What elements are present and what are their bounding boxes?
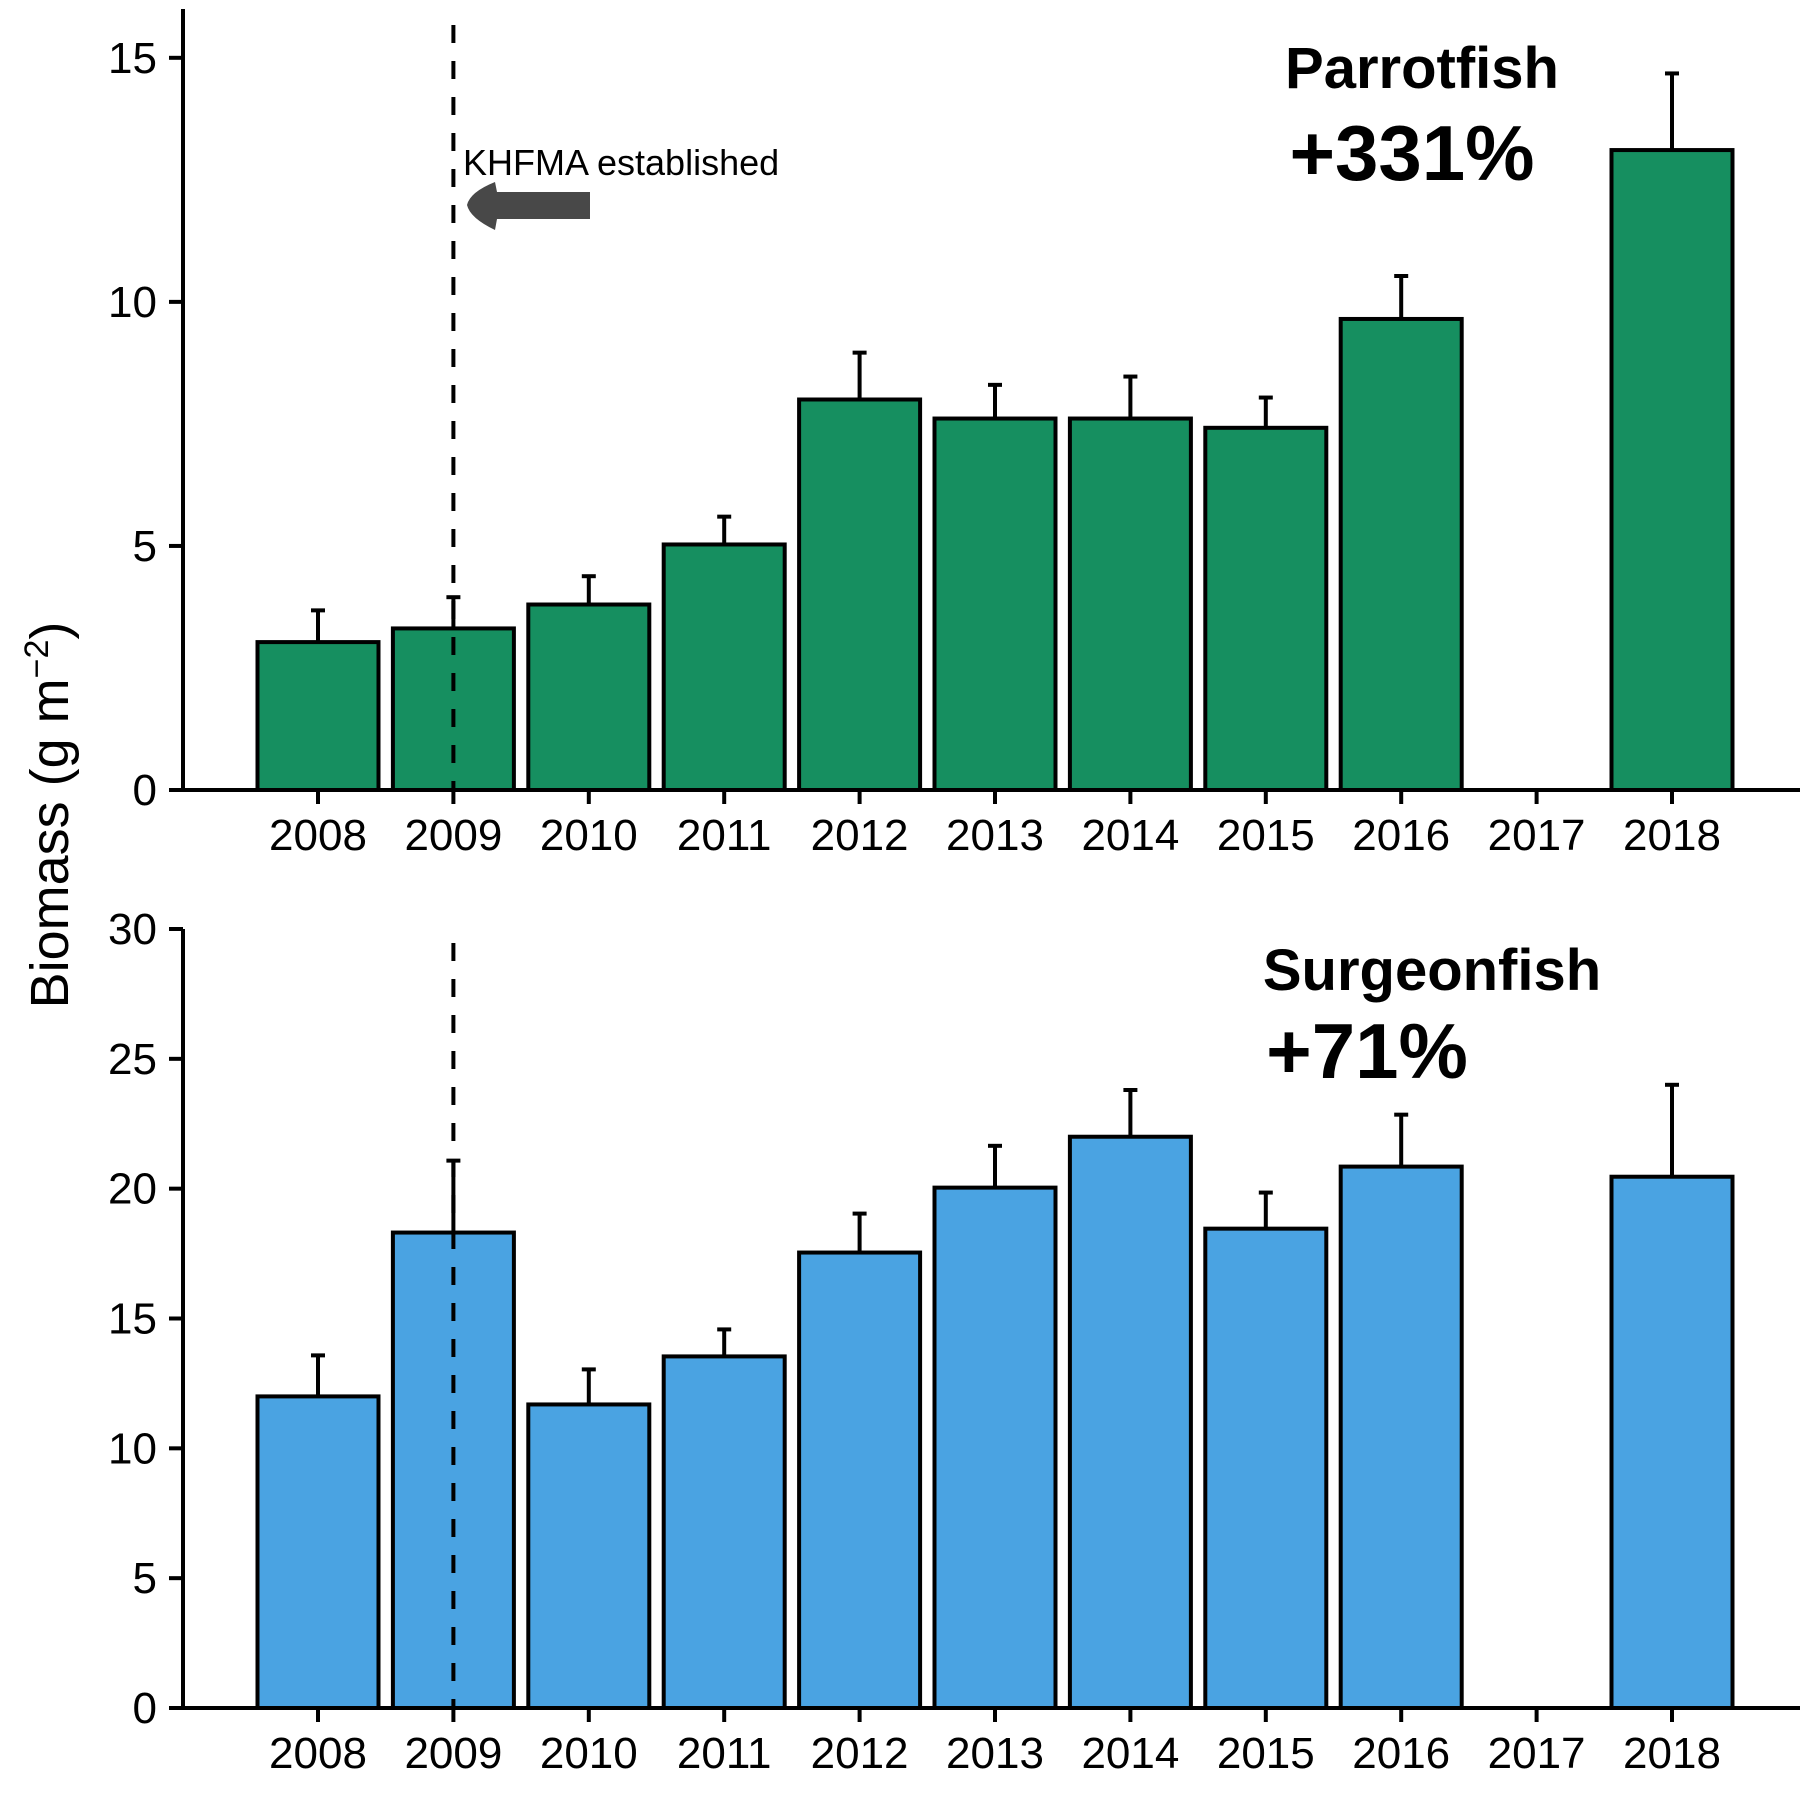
parrotfish-panel: 0 5 10 15 2008 2009 2010 2011 2012 2013 2014 2015 20… (108, 9, 1800, 860)
y-axis-label: Biomass (g m−2) (18, 622, 80, 1009)
y-tick-label: 25 (108, 1035, 157, 1084)
bar-2015 (1203, 1226, 1329, 1710)
x-tick-label: 2015 (1217, 1729, 1315, 1778)
x-tick-label: 2012 (811, 811, 909, 860)
surgeonfish-panel: 0 5 10 15 20 25 30 2008 2009 2010 2011 2012 2013 2014… (108, 905, 1800, 1778)
y-axis-label-close: ) (20, 622, 80, 640)
panel-title: Parrotfish (1285, 36, 1559, 101)
x-tick-label: 2014 (1081, 811, 1179, 860)
bar-2016 (1338, 1164, 1464, 1710)
bar-2013 (932, 1185, 1058, 1711)
x-tick-label: 2018 (1623, 811, 1721, 860)
y-axis-label-main: Biomass (g m (20, 678, 80, 1008)
y-tick-label: 15 (108, 34, 157, 83)
y-tick-label: 10 (108, 278, 157, 327)
x-tick-label: 2008 (269, 811, 367, 860)
bar-2016 (1338, 316, 1464, 792)
bar-2018 (1609, 148, 1735, 793)
left-arrow-icon (467, 182, 590, 230)
bar-2010 (526, 1402, 652, 1711)
x-tick-label: 2014 (1081, 1729, 1179, 1778)
y-tick-label: 15 (108, 1295, 157, 1344)
x-tick-label: 2015 (1217, 811, 1315, 860)
y-tick-label: 10 (108, 1424, 157, 1473)
annotation-label: KHFMA established (463, 142, 779, 183)
x-tick-label: 2016 (1352, 811, 1450, 860)
x-tick-label: 2010 (540, 811, 638, 860)
bar-2018 (1609, 1174, 1735, 1711)
bar-2011 (661, 1354, 787, 1711)
bar-2010 (526, 602, 652, 793)
bar-2014 (1067, 416, 1193, 792)
y-tick-label: 5 (133, 522, 157, 571)
bar-2012 (797, 397, 923, 792)
bar-2012 (797, 1250, 923, 1710)
y-tick-label: 20 (108, 1165, 157, 1214)
percent-change-label: +71% (1266, 1007, 1468, 1095)
y-tick-label: 0 (133, 766, 157, 815)
x-tick-label: 2011 (677, 811, 772, 860)
y-tick-label: 5 (133, 1554, 157, 1603)
bar-2013 (932, 416, 1058, 792)
x-tick-label: 2017 (1488, 1729, 1586, 1778)
panel-title: Surgeonfish (1263, 938, 1601, 1003)
x-tick-label: 2011 (677, 1729, 772, 1778)
y-tick-label: 0 (133, 1684, 157, 1733)
x-tick-label: 2016 (1352, 1729, 1450, 1778)
x-tick-label: 2010 (540, 1729, 638, 1778)
x-tick-label: 2012 (811, 1729, 909, 1778)
bar-2008 (255, 640, 381, 793)
x-tick-label: 2008 (269, 1729, 367, 1778)
bar-2011 (661, 542, 787, 793)
x-tick-label: 2013 (946, 1729, 1044, 1778)
x-tick-label: 2013 (946, 811, 1044, 860)
x-tick-label: 2018 (1623, 1729, 1721, 1778)
x-tick-label: 2017 (1488, 811, 1586, 860)
percent-change-label: +331% (1289, 109, 1534, 197)
bar-2008 (255, 1394, 381, 1711)
y-tick-label: 30 (108, 905, 157, 954)
x-tick-label: 2009 (404, 811, 502, 860)
y-axis-label-superscript: −2 (18, 640, 56, 679)
bar-2014 (1067, 1134, 1193, 1710)
x-tick-label: 2009 (404, 1729, 502, 1778)
bar-2015 (1203, 425, 1329, 792)
